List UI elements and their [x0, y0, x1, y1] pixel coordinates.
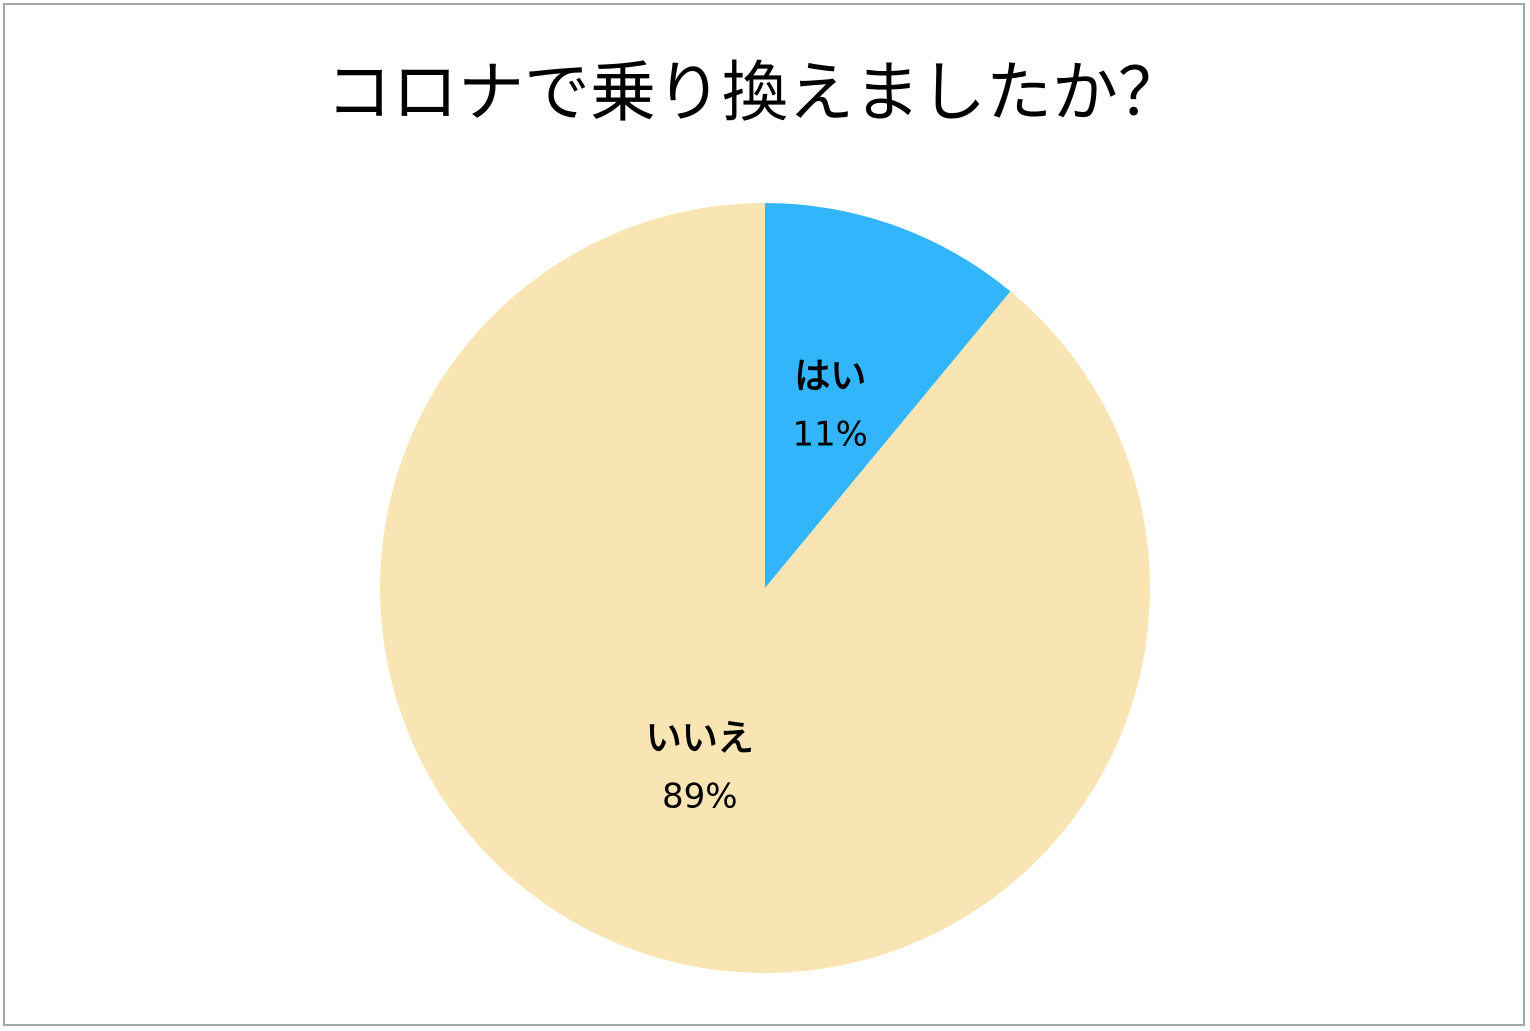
chart-title: コロナで乗り換えましたか？ — [326, 54, 1184, 131]
pie-slice — [765, 203, 1011, 588]
slice-value-label: 89% — [662, 777, 738, 817]
slice-category-label: はい — [794, 356, 866, 397]
slice-value-label: 11% — [792, 414, 868, 454]
pie-slice — [380, 203, 1151, 974]
slice-category-label: いいえ — [646, 718, 754, 759]
